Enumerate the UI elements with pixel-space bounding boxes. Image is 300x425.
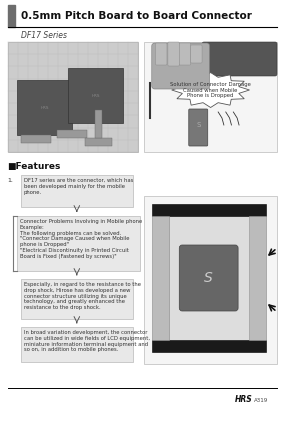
Text: HRS: HRS <box>235 396 253 405</box>
Text: 1.: 1. <box>8 178 14 183</box>
Bar <box>8 5 15 27</box>
Bar <box>57 130 87 138</box>
FancyBboxPatch shape <box>189 109 208 146</box>
Text: 0.5mm Pitch Board to Board Connector: 0.5mm Pitch Board to Board Connector <box>21 11 252 21</box>
Text: Solution of Connector Damage
Caused when Mobile
Phone is Dropped: Solution of Connector Damage Caused when… <box>170 82 251 98</box>
Text: HRS: HRS <box>92 94 100 97</box>
FancyBboxPatch shape <box>179 245 238 311</box>
FancyBboxPatch shape <box>191 45 202 63</box>
Bar <box>8 42 139 152</box>
Text: DF17 series are the connector, which has
been developed mainly for the mobile
ph: DF17 series are the connector, which has… <box>24 178 133 195</box>
Text: Especially, in regard to the resistance to the
drop shock, Hirose has developed : Especially, in regard to the resistance … <box>24 282 141 310</box>
Text: A319: A319 <box>254 399 268 403</box>
Bar <box>21 327 133 362</box>
Bar <box>248 216 266 340</box>
Bar <box>17 80 72 135</box>
Bar <box>17 216 140 271</box>
Bar <box>152 216 169 340</box>
Bar <box>21 279 133 319</box>
Bar <box>152 340 266 352</box>
Bar <box>21 135 51 143</box>
FancyBboxPatch shape <box>152 43 210 89</box>
FancyBboxPatch shape <box>179 43 191 65</box>
Bar <box>68 68 123 123</box>
Text: In broad variation development, the connector
can be utilized in wide fields of : In broad variation development, the conn… <box>24 330 150 352</box>
Bar <box>21 175 133 207</box>
Text: Connector Problems Involving in Mobile phone
Example:
The following problems can: Connector Problems Involving in Mobile p… <box>20 219 142 259</box>
Bar <box>152 204 266 216</box>
Text: S: S <box>204 271 213 285</box>
FancyBboxPatch shape <box>168 42 179 66</box>
Bar <box>144 42 277 152</box>
Text: HRS: HRS <box>40 105 49 110</box>
Bar <box>95 110 102 138</box>
Bar <box>169 216 248 340</box>
Bar <box>85 138 112 146</box>
Polygon shape <box>172 73 250 108</box>
Text: S: S <box>196 122 200 128</box>
Text: DF17 Series: DF17 Series <box>21 31 67 40</box>
Text: ■Features: ■Features <box>8 162 61 171</box>
FancyBboxPatch shape <box>156 43 167 65</box>
FancyBboxPatch shape <box>202 42 277 76</box>
Bar <box>144 196 277 364</box>
